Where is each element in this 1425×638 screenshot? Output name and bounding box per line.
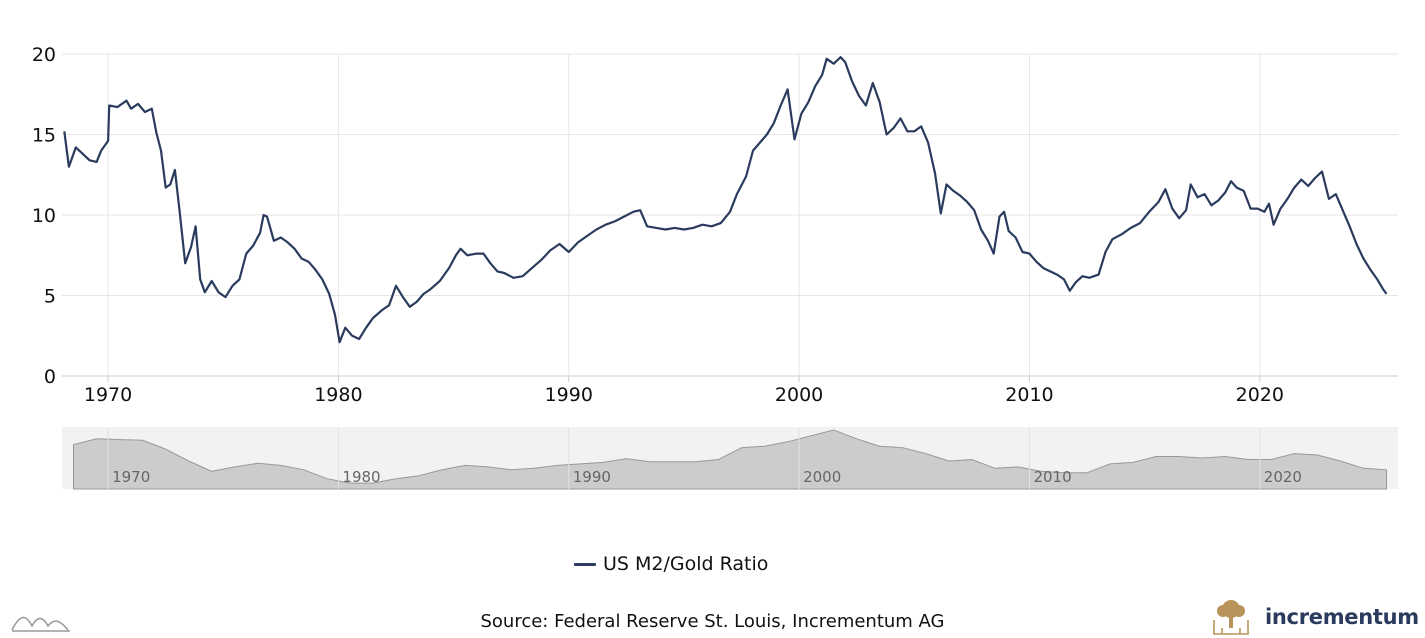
brand-name: incrementum	[1265, 605, 1419, 629]
x-tick-label: 2020	[1236, 384, 1284, 406]
y-tick-label: 5	[44, 286, 56, 308]
x-tick-label: 1990	[545, 384, 593, 406]
navigator-tick-label: 1990	[573, 468, 611, 486]
x-tick-label: 1970	[84, 384, 132, 406]
legend-label: US M2/Gold Ratio	[603, 553, 769, 575]
grid	[62, 53, 1398, 377]
y-tick-label: 0	[44, 366, 56, 388]
x-tick-label: 2000	[775, 384, 823, 406]
source-note: Source: Federal Reserve St. Louis, Incre…	[480, 611, 945, 632]
tree-logo-icon	[1212, 598, 1250, 636]
navigator-tick-label: 2020	[1264, 468, 1302, 486]
y-axis: 0 5 10 15 20	[32, 44, 56, 388]
navigator-tick-label: 2010	[1033, 468, 1071, 486]
navigator-ticks: 1970 1980 1990 2000 2010 2020	[107, 427, 1302, 489]
navigator-tick-label: 1980	[342, 468, 380, 486]
navigator-tick-label: 2000	[803, 468, 841, 486]
legend-swatch	[574, 562, 596, 566]
range-navigator[interactable]: 1970 1980 1990 2000 2010 2020	[62, 427, 1398, 490]
x-axis: 1970 1980 1990 2000 2010 2020	[84, 376, 1284, 406]
navigator-tick-label: 1970	[112, 468, 150, 486]
legend-item[interactable]: US M2/Gold Ratio	[574, 551, 768, 577]
navigator-area	[73, 429, 1387, 490]
series-line-us-m2-gold-ratio[interactable]	[63, 56, 1388, 344]
chart-thumbnail-icon	[10, 612, 72, 638]
x-tick-label: 1980	[314, 384, 362, 406]
x-tick-label: 2010	[1005, 384, 1053, 406]
y-tick-label: 10	[32, 205, 56, 227]
brand-logo: incrementum	[1212, 598, 1419, 636]
y-tick-label: 20	[32, 44, 56, 66]
y-tick-label: 15	[32, 125, 56, 147]
